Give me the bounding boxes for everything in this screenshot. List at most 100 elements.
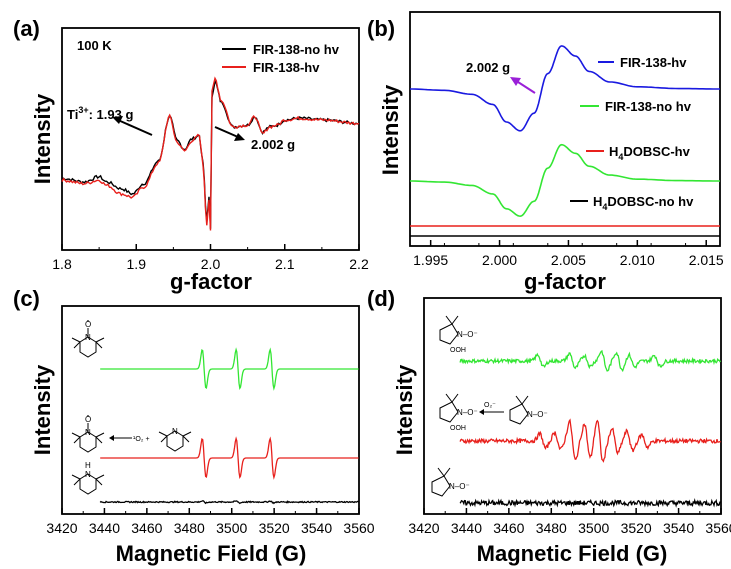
series-label-fir-nohv: FIR-138-no hv <box>605 99 692 114</box>
x-axis-label: g-factor <box>170 269 252 294</box>
tmp-structure-icon: N H <box>71 461 105 495</box>
plot-area-a <box>61 76 360 231</box>
reaction-arrow: ¹O₂ + <box>109 435 150 443</box>
svg-text:O: O <box>85 320 91 329</box>
svg-text:O: O <box>85 415 91 424</box>
reaction-arrow: O₂⁻ <box>479 402 504 415</box>
arrow-line <box>214 126 239 138</box>
x-tick-label: 3540 <box>301 520 332 536</box>
x-tick-label: 3440 <box>89 520 120 536</box>
panel-letter: (c) <box>13 286 40 311</box>
legend-label: FIR-138-no hv <box>253 42 340 57</box>
temperature-label: 100 K <box>77 38 112 53</box>
arrow-line <box>117 119 153 136</box>
x-axis-label: Magnetic Field (G) <box>116 541 307 566</box>
x-tick-label: 2.005 <box>551 252 586 268</box>
x-ticks-b: 1.995 2.000 2.005 2.010 2.015 <box>409 240 724 268</box>
superoxide-label: O₂⁻ <box>484 402 496 409</box>
tempo-structure-icon: N O <box>71 415 105 453</box>
series-label-h4-nohv: H4DOBSC-no hv <box>593 194 694 212</box>
tempo-structure-icon: N O <box>71 320 105 358</box>
x-tick-label: 3520 <box>259 520 290 536</box>
svg-text:N–O⁻: N–O⁻ <box>457 408 478 417</box>
panel-c: 3420 3440 3460 3480 3500 3520 3540 3560 (c) Int… <box>13 286 375 566</box>
arrow-head <box>510 77 521 86</box>
dmpo-ooh-structure-icon: N–O⁻ OOH <box>439 315 478 354</box>
x-axis-label: Magnetic Field (G) <box>477 541 668 566</box>
dmpo-structure-icon: N–O⁻ <box>431 467 470 497</box>
panel-a: 1.8 1.9 2.0 2.1 2.2 (a) 100 K Intensity g-fa… <box>13 16 369 294</box>
x-tick-label: 2.015 <box>689 252 724 268</box>
plot-area-c <box>99 347 359 505</box>
x-tick-label: 3460 <box>493 520 524 536</box>
x-tick-label: 3500 <box>216 520 247 536</box>
series-line <box>100 347 359 391</box>
y-axis-label: Intensity <box>392 364 417 455</box>
x-tick-label: 3500 <box>578 520 609 536</box>
x-tick-label: 3440 <box>451 520 482 536</box>
annotation-g: 2.002 g <box>214 126 295 152</box>
svg-text:N–O⁻: N–O⁻ <box>449 482 470 491</box>
y-axis-label: Intensity <box>30 364 55 455</box>
svg-text:N: N <box>172 427 178 436</box>
annotation-g-text: 2.002 g <box>251 137 295 152</box>
series-line <box>410 45 720 132</box>
svg-text:N: N <box>85 470 91 479</box>
x-tick-label: 3560 <box>705 520 731 536</box>
x-tick-label: 3480 <box>536 520 567 536</box>
tmp-structure-icon: N <box>158 427 192 452</box>
x-ticks-d: 3420 3440 3460 3480 3500 3520 3540 3560 <box>408 508 731 536</box>
x-tick-label: 2.000 <box>482 252 517 268</box>
svg-text:N–O⁻: N–O⁻ <box>457 330 478 339</box>
svg-text:N: N <box>85 333 91 342</box>
arrow-head <box>112 116 123 124</box>
svg-text:OOH: OOH <box>450 347 466 354</box>
panel-letter: (d) <box>367 286 395 311</box>
x-ticks-a: 1.8 1.9 2.0 2.1 2.2 <box>52 244 369 272</box>
x-tick-label: 2.2 <box>349 256 369 272</box>
x-tick-label: 3420 <box>408 520 439 536</box>
x-tick-label: 3420 <box>46 520 77 536</box>
series-line <box>410 143 720 218</box>
y-axis-label: Intensity <box>30 93 55 184</box>
plot-frame-b <box>409 11 721 247</box>
legend-a: FIR-138-no hv FIR-138-hv <box>222 42 340 75</box>
svg-text:N: N <box>85 428 91 437</box>
annotation-ti-text: Ti3+: 1.93 g <box>67 105 133 122</box>
plot-frame-c <box>61 305 360 515</box>
singlet-oxygen-label: ¹O₂ + <box>133 436 150 443</box>
svg-text:H: H <box>85 461 91 470</box>
x-tick-label: 1.9 <box>127 256 147 272</box>
series-line <box>100 436 359 480</box>
plot-area-b <box>410 45 720 237</box>
annotation-ti: Ti3+: 1.93 g <box>67 105 153 136</box>
series-label-h4-hv: H4DOBSC-hv <box>609 144 691 162</box>
series-line <box>99 500 359 505</box>
annotation-g-text: 2.002 g <box>466 60 510 75</box>
arrow-line <box>517 81 536 94</box>
x-axis-label: g-factor <box>524 269 606 294</box>
plot-area-d <box>459 349 722 508</box>
x-tick-label: 3520 <box>621 520 652 536</box>
panel-letter: (b) <box>367 16 395 41</box>
x-tick-label: 2.0 <box>201 256 221 272</box>
annotation-g-b: 2.002 g <box>466 60 536 94</box>
x-tick-label: 2.1 <box>275 256 295 272</box>
series-label-fir-hv: FIR-138-hv <box>620 55 687 70</box>
series-line <box>459 349 722 373</box>
series-line <box>459 418 721 463</box>
panel-b: 1.995 2.000 2.005 2.010 2.015 (b) Intensity … <box>367 11 724 294</box>
x-tick-label: 3540 <box>663 520 694 536</box>
x-tick-label: 1.8 <box>52 256 72 272</box>
x-tick-label: 1.995 <box>413 252 448 268</box>
x-tick-label: 2.010 <box>620 252 655 268</box>
panel-letter: (a) <box>13 16 40 41</box>
svg-text:N–O⁻: N–O⁻ <box>527 410 548 419</box>
arrow-head <box>234 133 245 141</box>
series-line <box>459 498 721 508</box>
series-line <box>61 76 360 231</box>
x-ticks-c: 3420 3440 3460 3480 3500 3520 3540 3560 <box>46 508 375 536</box>
svg-text:OOH: OOH <box>450 425 466 432</box>
dmpo-ooh-structure-icon: N–O⁻ OOH <box>439 393 478 432</box>
